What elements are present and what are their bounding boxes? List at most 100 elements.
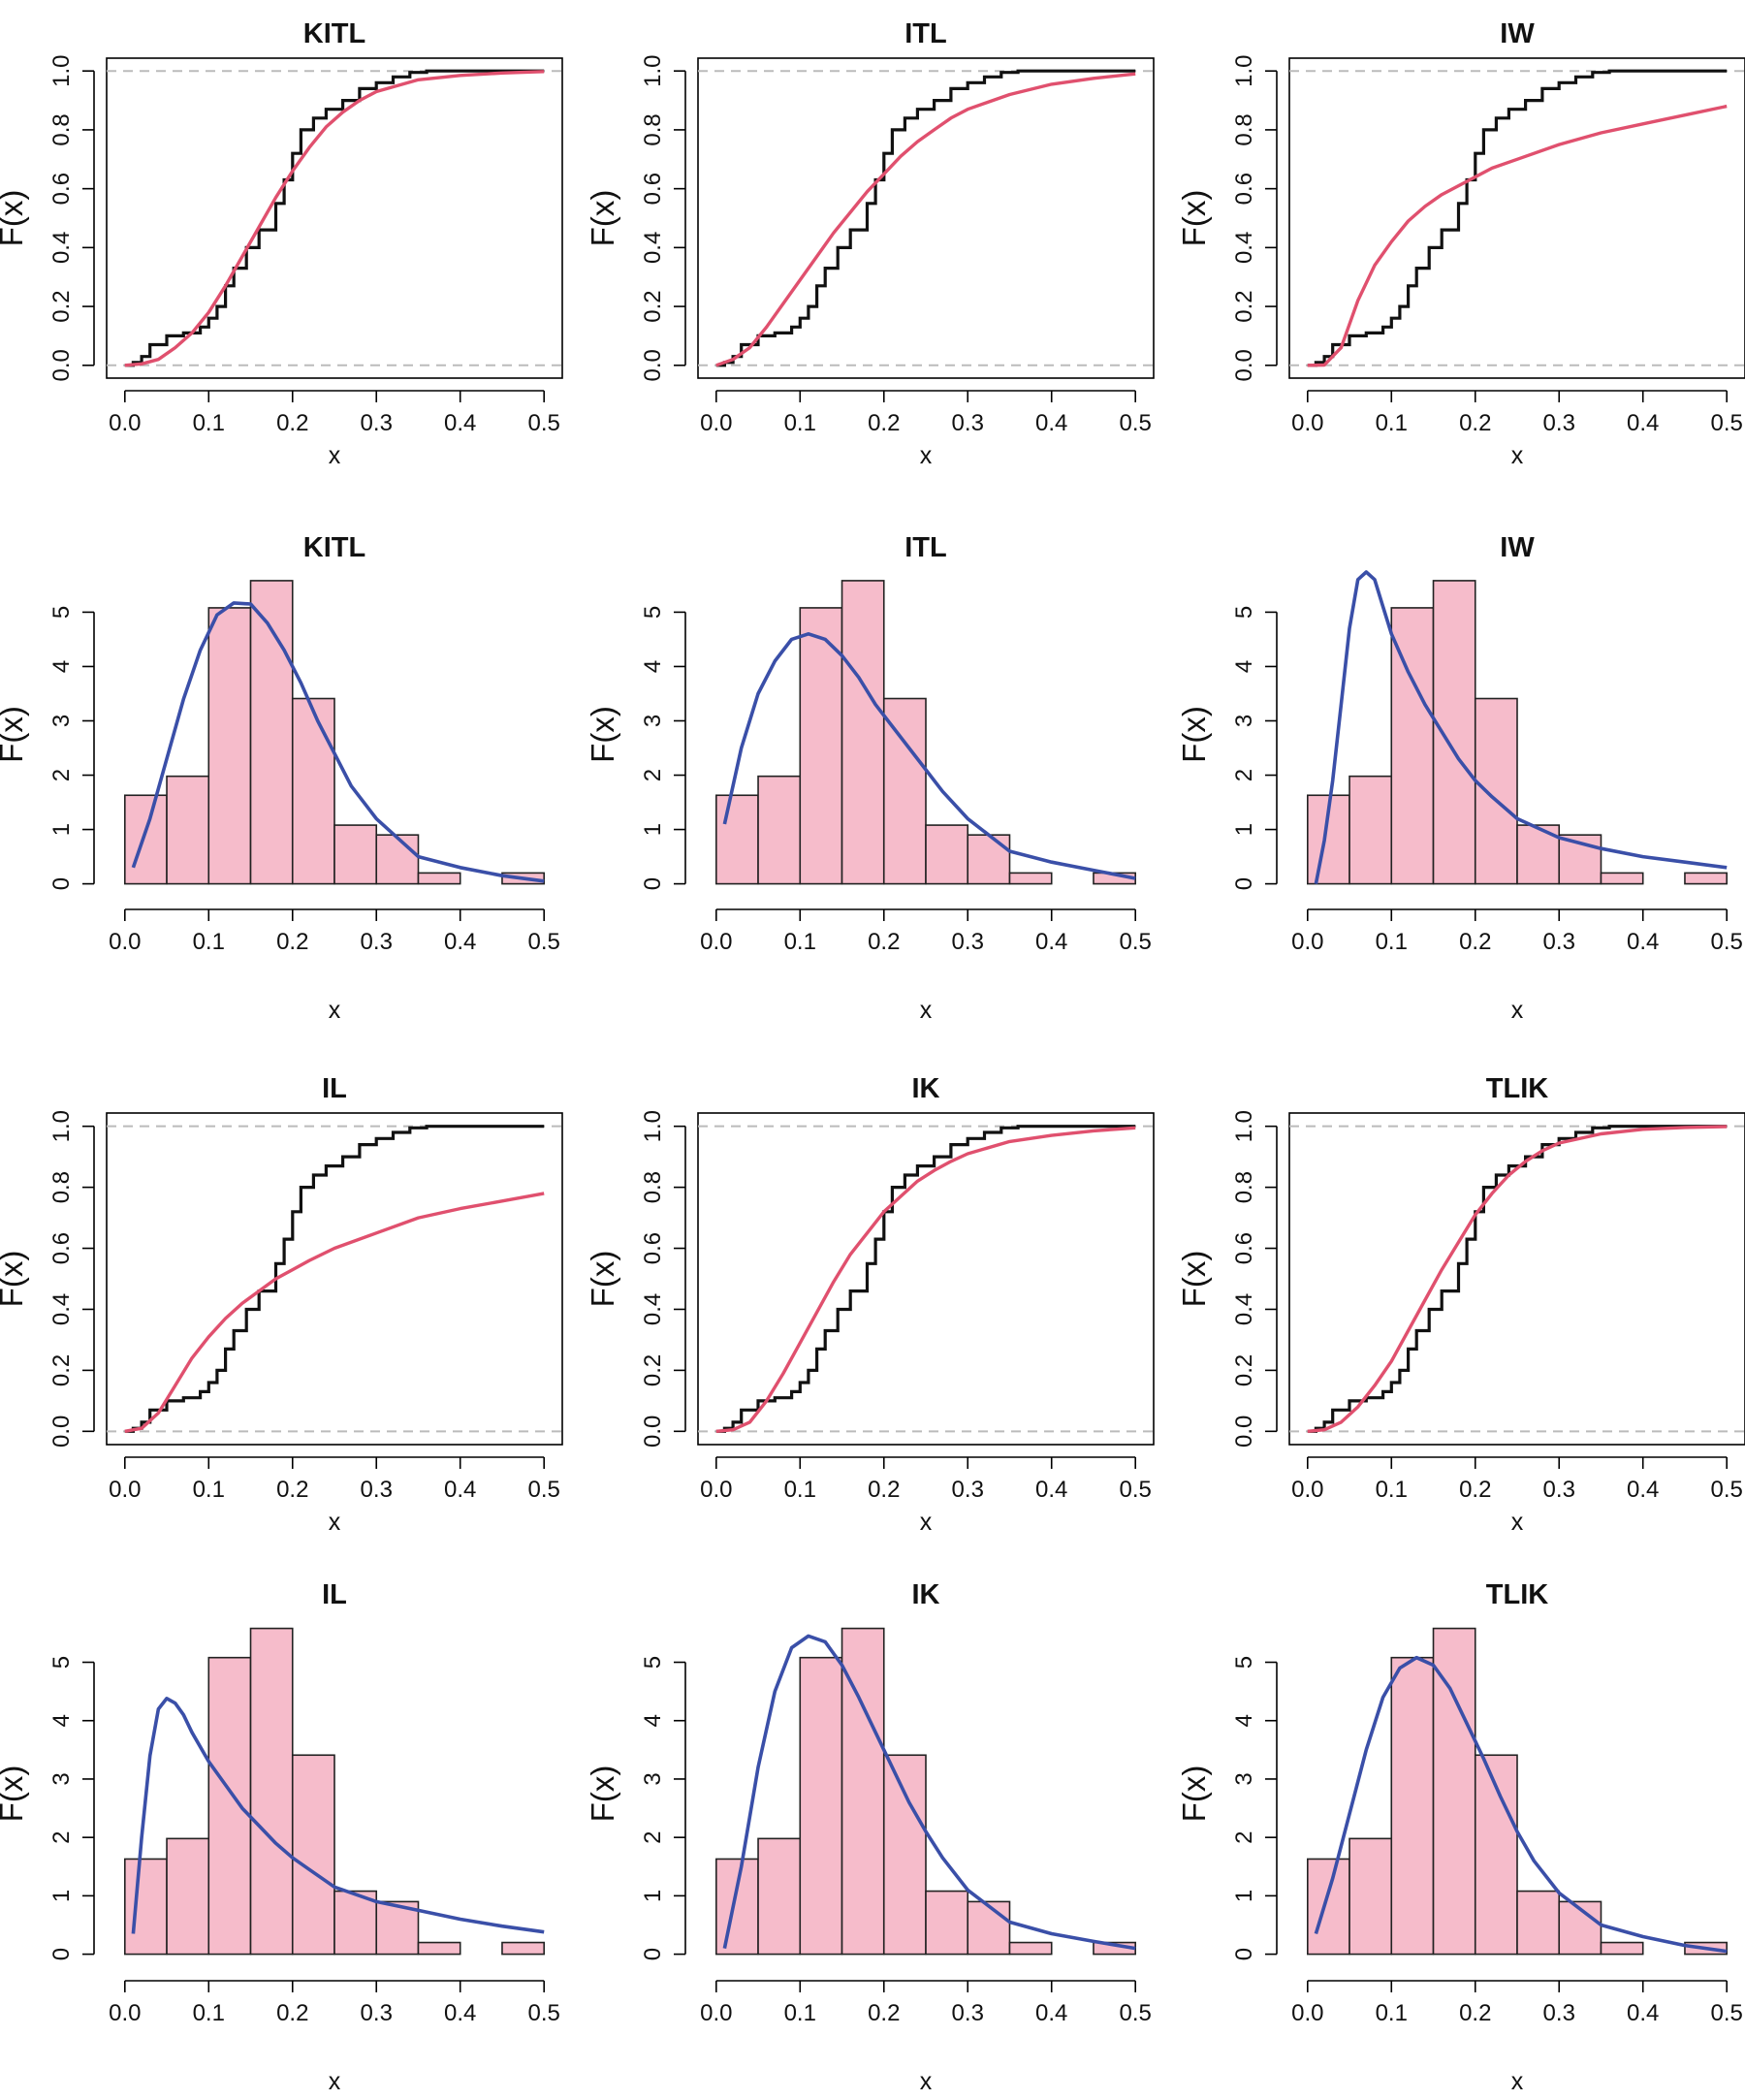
x-tick-label: 0.1 — [193, 929, 225, 955]
x-tick-label: 0.3 — [952, 1477, 984, 1503]
x-tick-label: 0.1 — [1376, 929, 1408, 955]
y-tick-label: 5 — [48, 1656, 75, 1669]
histogram-bar — [967, 834, 1011, 885]
histogram-bar — [291, 697, 335, 885]
empirical-cdf-line — [1307, 1125, 1728, 1433]
y-tick-label: 0 — [640, 877, 666, 890]
y-tick-label: 3 — [1231, 1772, 1257, 1785]
x-tick-label: 0.3 — [1543, 929, 1575, 955]
x-axis-label: x — [920, 997, 933, 1024]
y-tick-label: 2 — [1231, 1830, 1257, 1843]
x-tick-label: 0.5 — [1120, 2000, 1152, 2026]
x-tick-label: 0.2 — [1459, 2000, 1491, 2026]
fitted-density-curve — [722, 1634, 1136, 1951]
y-tick-label: 4 — [48, 660, 75, 673]
histogram-bar — [925, 824, 969, 885]
x-tick-label: 0.5 — [1120, 410, 1152, 436]
x-tick-label: 0.0 — [109, 1477, 141, 1503]
y-tick-label: 0 — [48, 1948, 75, 1960]
panel-title: IW — [1500, 532, 1535, 563]
x-tick-label: 0.1 — [1376, 410, 1408, 436]
panel-il-density: IL 0.0 0.1 0.2 0.3 0.4 0.5 x 0 1 2 3 4 5 F(x) — [0, 1579, 560, 2095]
y-tick-label: 1 — [1231, 823, 1257, 836]
x-tick-label: 0.3 — [1543, 1477, 1575, 1503]
y-tick-label: 0.4 — [640, 232, 666, 264]
histogram-bar — [1390, 1656, 1435, 1956]
y-tick-label: 5 — [1231, 1656, 1257, 1669]
x-tick-label: 0.1 — [784, 929, 816, 955]
x-tick-label: 0.5 — [528, 2000, 560, 2026]
histogram-bar — [1008, 872, 1053, 885]
y-tick-label: 3 — [640, 715, 666, 727]
x-axis-label: x — [920, 2068, 933, 2095]
y-tick-label: 0.6 — [640, 1232, 666, 1264]
y-tick-label: 5 — [48, 606, 75, 619]
histogram-bar — [501, 1941, 546, 1956]
x-tick-label: 0.4 — [1035, 929, 1067, 955]
x-tick-label: 0.5 — [1711, 410, 1743, 436]
panel-title: IL — [322, 1579, 347, 1610]
fitted-cdf-line — [715, 1126, 1136, 1433]
fitted-cdf-line — [715, 72, 1136, 367]
y-tick-label: 0.2 — [48, 1354, 75, 1386]
panel-itl-cdf: ITL 0.0 0.1 0.2 0.3 0.4 0.5 x 0.0 0.2 0.4 0.6 0.8 1.0… — [585, 18, 1155, 469]
y-tick-label: 0.8 — [640, 1171, 666, 1203]
y-tick-label: 2 — [48, 1830, 75, 1843]
x-tick-label: 0.2 — [1459, 410, 1491, 436]
y-tick-label: 0.8 — [1231, 1171, 1257, 1203]
x-tick-label: 0.0 — [109, 929, 141, 955]
x-tick-label: 0.5 — [1711, 929, 1743, 955]
histogram-bar — [714, 1858, 759, 1956]
x-tick-label: 0.1 — [784, 410, 816, 436]
x-tick-label: 0.2 — [868, 929, 900, 955]
y-axis-label: F(x) — [1176, 1251, 1212, 1308]
histogram-bar — [882, 1754, 927, 1956]
x-axis-label: x — [1511, 1509, 1524, 1536]
y-tick-label: 0.8 — [1231, 113, 1257, 145]
panel-title: KITL — [303, 532, 365, 563]
histogram-bar — [291, 1754, 335, 1956]
x-tick-label: 0.4 — [444, 410, 476, 436]
y-tick-label: 3 — [1231, 715, 1257, 727]
y-tick-label: 1 — [48, 1890, 75, 1902]
y-tick-label: 0.2 — [1231, 1354, 1257, 1386]
panel-title: IW — [1500, 18, 1535, 49]
panel-ik-density: IK 0.0 0.1 0.2 0.3 0.4 0.5 x 0 1 2 3 4 5 F(x) — [585, 1579, 1152, 2095]
x-tick-label: 0.1 — [784, 1477, 816, 1503]
y-tick-label: 1 — [1231, 1890, 1257, 1902]
x-tick-label: 0.3 — [1543, 2000, 1575, 2026]
y-tick-label: 0.4 — [1231, 1293, 1257, 1325]
y-tick-label: 0.0 — [640, 1416, 666, 1448]
y-tick-label: 0.8 — [48, 113, 75, 145]
x-tick-label: 0.0 — [700, 2000, 732, 2026]
y-tick-label: 0.0 — [1231, 1416, 1257, 1448]
histogram-bar — [1684, 872, 1728, 885]
plot-frame — [697, 57, 1155, 379]
histogram-bar — [925, 1890, 969, 1956]
y-tick-label: 0.6 — [1231, 1232, 1257, 1264]
y-axis-label: F(x) — [585, 1766, 620, 1823]
x-tick-label: 0.3 — [952, 929, 984, 955]
y-tick-label: 2 — [640, 1830, 666, 1843]
y-tick-label: 1 — [48, 823, 75, 836]
y-tick-label: 0.0 — [48, 349, 75, 381]
empirical-cdf-line — [1307, 69, 1728, 367]
panel-title: TLIK — [1486, 1073, 1548, 1104]
y-tick-label: 0.6 — [1231, 173, 1257, 205]
y-tick-label: 0.6 — [48, 173, 75, 205]
x-tick-label: 0.0 — [1291, 410, 1323, 436]
y-tick-label: 3 — [48, 715, 75, 727]
empirical-cdf-line — [715, 1125, 1136, 1433]
y-tick-label: 1.0 — [640, 1110, 666, 1142]
x-axis-label: x — [1511, 2068, 1524, 2095]
histogram-bar — [207, 607, 252, 885]
y-tick-label: 1.0 — [640, 55, 666, 87]
x-axis-label: x — [1511, 442, 1524, 469]
x-tick-label: 0.0 — [109, 410, 141, 436]
y-tick-label: 4 — [640, 660, 666, 673]
histogram-bar — [882, 697, 927, 885]
x-tick-label: 0.4 — [444, 1477, 476, 1503]
histogram-bar — [124, 1858, 168, 1956]
y-tick-label: 2 — [1231, 769, 1257, 781]
